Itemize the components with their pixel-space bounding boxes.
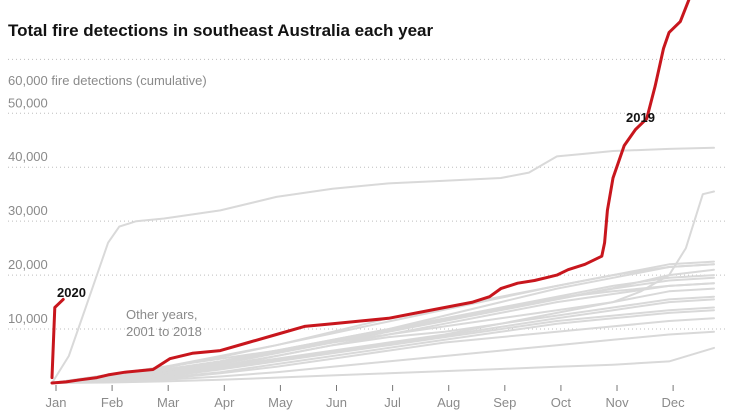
other-years-label-line-2: 2001 to 2018 (126, 324, 202, 339)
series-line-other-12 (51, 298, 715, 384)
y-tick-labels: 10,000 20,000 30,000 40,000 50,000 (8, 95, 48, 326)
x-tick-label-aug: Aug (437, 395, 460, 410)
x-tick-label-nov: Nov (605, 395, 629, 410)
series-line-other-15 (51, 346, 715, 384)
series-line-2019 (50, 0, 691, 385)
series-label-2020: 2020 (57, 285, 86, 300)
x-tick-label-mar: Mar (157, 395, 180, 410)
y-unit-label: 60,000 fire detections (cumulative) (8, 73, 207, 88)
x-tick-label-sep: Sep (493, 395, 516, 410)
y-tick-label-40000: 40,000 (8, 149, 48, 164)
series-line-2020 (50, 297, 65, 380)
x-tick-label-apr: Apr (214, 395, 235, 410)
x-tick-label-feb: Feb (101, 395, 123, 410)
other-years-lines (51, 146, 715, 384)
x-tick-labels: Jan Feb Mar Apr May Jun Jul Aug Sep Oct Nov Dec (46, 385, 686, 410)
x-tick-label-oct: Oct (551, 395, 572, 410)
x-tick-label-dec: Dec (662, 395, 686, 410)
y-tick-label-50000: 50,000 (8, 95, 48, 110)
x-tick-label-jan: Jan (46, 395, 67, 410)
y-tick-label-10000: 10,000 (8, 311, 48, 326)
series-line-other-14 (51, 330, 715, 384)
y-tick-label-20000: 20,000 (8, 257, 48, 272)
series-line-other-11 (51, 317, 715, 384)
chart-title: Total fire detections in southeast Austr… (8, 21, 434, 40)
series-line-other-19 (51, 190, 715, 384)
x-tick-label-may: May (268, 395, 293, 410)
series-line-other-16 (51, 263, 715, 384)
x-tick-label-jun: Jun (326, 395, 347, 410)
highlight-lines (50, 0, 691, 385)
other-years-label-line-1: Other years, (126, 307, 198, 322)
series-line-other-7 (51, 309, 715, 384)
x-tick-label-jul: Jul (384, 395, 401, 410)
other-years-label: Other years, 2001 to 2018 (126, 307, 202, 339)
series-label-2019: 2019 (626, 110, 655, 125)
series-line-other-17 (51, 282, 715, 384)
series-line-other-18 (51, 146, 715, 384)
y-tick-label-30000: 30,000 (8, 203, 48, 218)
